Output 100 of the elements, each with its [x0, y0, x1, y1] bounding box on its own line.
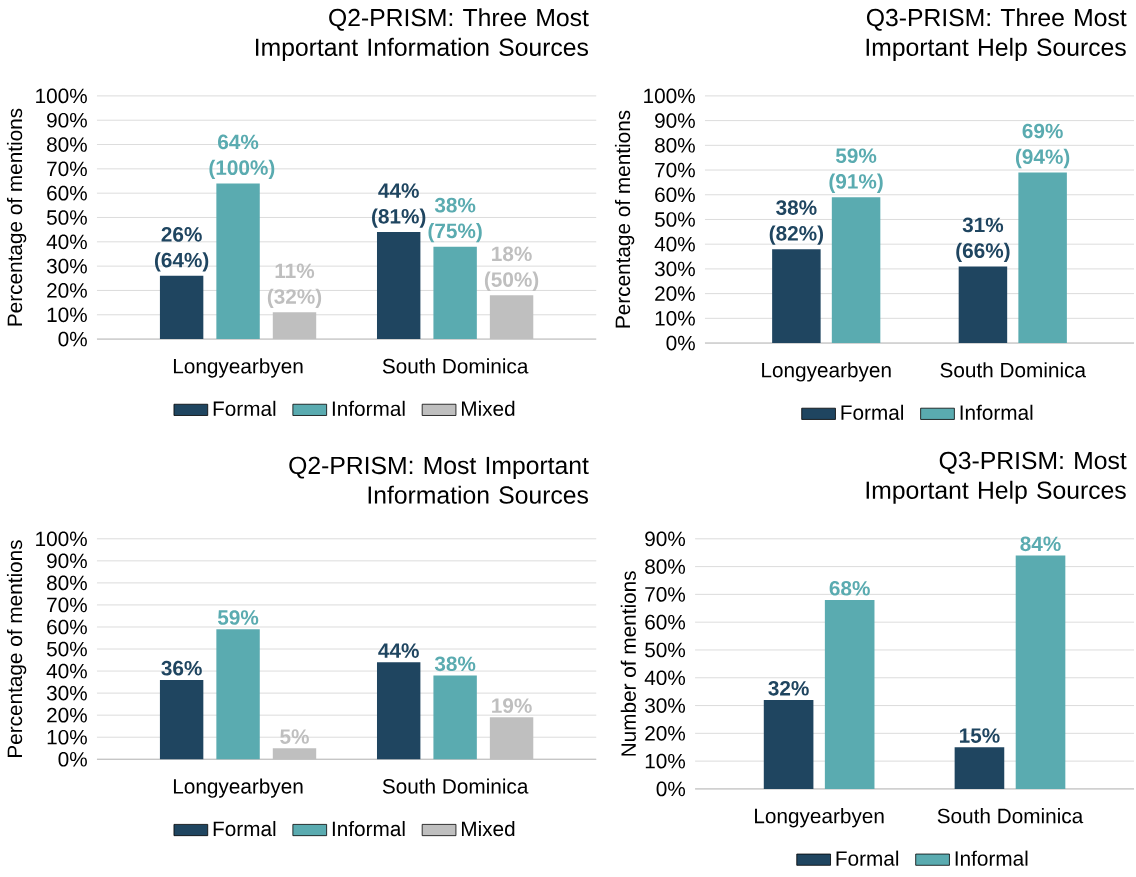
y-tick-label: 80%: [47, 575, 87, 591]
legend-label: Formal: [841, 404, 904, 421]
y-tick-label: 50%: [645, 642, 686, 658]
chart-title: Q2-PRISM: Three Most Important Information Sources: [256, 8, 589, 62]
data-label: 31% (66%): [956, 217, 1010, 263]
data-label: 68%: [829, 581, 870, 596]
legend-label: Mixed: [462, 400, 515, 417]
x-tick-label: Longyearbyen: [762, 362, 891, 382]
bar: [958, 266, 1008, 344]
data-label: 19%: [492, 698, 532, 714]
y-tick-label: 80%: [645, 559, 686, 575]
y-tick-label: 0%: [656, 781, 686, 797]
bar: [489, 295, 534, 340]
data-label: 44%: [378, 643, 419, 659]
data-label: 36%: [161, 660, 202, 676]
bar: [159, 276, 204, 340]
y-tick-label: 40%: [46, 234, 87, 250]
bar: [1018, 172, 1067, 344]
x-tick-label: Longyearbyen: [173, 358, 303, 378]
legend-label: Informal: [332, 400, 405, 417]
x-tick-label: Longyearbyen: [755, 808, 884, 828]
bar: [433, 246, 477, 340]
y-tick-label: 100%: [36, 88, 87, 104]
bar: [159, 680, 204, 760]
y-axis-title: Percentage of mentions: [614, 110, 635, 328]
legend-label: Informal: [960, 404, 1033, 421]
bar: [772, 249, 821, 344]
y-tick-label: 90%: [655, 113, 695, 129]
y-tick-label: 50%: [654, 212, 695, 227]
y-axis-title: Number of mentions: [620, 571, 636, 756]
y-tick-label: 60%: [47, 619, 87, 635]
x-tick-label: South Dominica: [382, 778, 529, 794]
y-tick-label: 60%: [655, 187, 695, 203]
x-tick-label: Longyearbyen: [173, 778, 303, 798]
bar: [376, 232, 421, 340]
y-tick-label: 0%: [58, 331, 87, 347]
chart-title: Q3-PRISM: Three Most Important Help Sources: [866, 8, 1127, 62]
y-tick-label: 50%: [46, 210, 87, 226]
y-tick-label: 30%: [654, 261, 695, 277]
data-label: 44% (81%): [372, 183, 426, 228]
y-tick-label: 60%: [645, 615, 686, 630]
legend-label: Mixed: [462, 821, 515, 837]
y-tick-label: 70%: [47, 161, 87, 177]
data-label: 18% (50%): [484, 246, 539, 292]
data-label: 15%: [959, 728, 1000, 744]
chart-title: Q3-PRISM: Most Important Help Sources: [866, 451, 1127, 504]
bar: [272, 312, 317, 340]
legend-label: Formal: [213, 400, 276, 417]
y-tick-label: 70%: [47, 597, 87, 613]
y-tick-label: 80%: [655, 138, 695, 153]
data-label: 26% (64%): [154, 227, 209, 272]
y-tick-label: 100%: [36, 531, 87, 547]
bar: [831, 197, 881, 344]
y-tick-label: 90%: [47, 553, 87, 569]
bar: [954, 747, 1005, 790]
bar: [489, 717, 534, 760]
data-label: 64% (100%): [209, 134, 275, 180]
y-tick-label: 100%: [644, 88, 695, 104]
bar: [272, 748, 317, 760]
y-tick-label: 50%: [46, 641, 87, 657]
y-tick-label: 90%: [645, 531, 686, 547]
bar: [433, 675, 477, 760]
data-label: 69% (94%): [1015, 123, 1070, 169]
y-tick-label: 20%: [47, 707, 87, 723]
bar: [763, 700, 814, 790]
data-label: 38% (82%): [769, 200, 824, 245]
data-label: 5%: [280, 729, 309, 745]
data-label: 38%: [434, 656, 476, 672]
y-tick-label: 10%: [47, 730, 87, 745]
bar: [216, 183, 260, 340]
y-tick-label: 10%: [655, 311, 695, 326]
data-label: 84%: [1020, 536, 1061, 552]
y-axis-title: Percentage of mentions: [6, 540, 27, 758]
y-tick-label: 10%: [645, 753, 686, 769]
x-tick-label: South Dominica: [937, 808, 1084, 824]
y-tick-label: 70%: [645, 587, 686, 602]
data-label: 32%: [768, 681, 809, 696]
chart-title: Q2-PRISM: Most Important Information Sources: [289, 456, 589, 504]
bar: [216, 629, 260, 760]
y-tick-label: 30%: [645, 698, 686, 714]
y-tick-label: 30%: [46, 685, 87, 701]
y-tick-label: 90%: [47, 113, 87, 128]
y-tick-label: 0%: [58, 752, 87, 767]
y-tick-label: 10%: [47, 307, 87, 323]
legend-label: Informal: [955, 850, 1028, 867]
data-label: 59%: [217, 610, 259, 626]
y-tick-label: 20%: [655, 286, 695, 302]
data-label: 11% (32%): [267, 263, 322, 309]
legend-label: Formal: [836, 850, 899, 867]
data-label: 38% (75%): [428, 197, 482, 243]
bar: [824, 600, 875, 790]
x-tick-label: South Dominica: [382, 358, 529, 374]
legend-label: Formal: [213, 821, 276, 837]
legend-label: Informal: [332, 821, 405, 837]
x-tick-label: South Dominica: [940, 362, 1086, 378]
bar: [376, 662, 421, 760]
bar: [1015, 555, 1066, 790]
data-label: 59% (91%): [829, 148, 883, 194]
y-tick-label: 40%: [644, 670, 686, 686]
y-tick-label: 80%: [47, 137, 87, 153]
